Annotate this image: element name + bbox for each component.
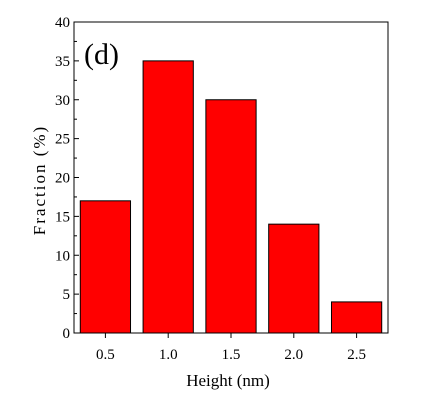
x-axis-title: Height (nm) (186, 371, 270, 390)
y-axis: 0 5 10 15 20 25 30 35 40 (55, 15, 79, 342)
y-tick-label: 0 (63, 326, 71, 342)
bar-0.5 (79, 200, 132, 334)
y-axis-title: Fraction (%) (30, 125, 49, 235)
y-tick-label: 35 (55, 54, 70, 70)
y-tick-label: 10 (55, 248, 70, 264)
y-tick-label: 15 (55, 209, 70, 225)
bar-1.0 (142, 60, 194, 334)
bars-group (79, 60, 383, 334)
panel-label: (d) (84, 38, 119, 71)
x-tick-label: 1.5 (222, 347, 241, 363)
bar-2.0 (268, 223, 320, 334)
y-tick-label: 5 (63, 287, 71, 303)
x-tick-label: 0.5 (96, 347, 115, 363)
y-tick-label: 40 (55, 15, 70, 31)
x-tick-label: 2.0 (284, 347, 303, 363)
x-tick-label: 2.5 (347, 347, 366, 363)
x-tick-label: 1.0 (159, 347, 178, 363)
y-tick-label: 30 (55, 93, 70, 109)
bar-1.5 (205, 99, 257, 334)
y-tick-label: 20 (55, 171, 70, 187)
x-axis: 0.5 1.0 1.5 2.0 2.5 (96, 333, 366, 363)
bar-2.5 (330, 301, 383, 334)
y-tick-label: 25 (55, 132, 70, 148)
